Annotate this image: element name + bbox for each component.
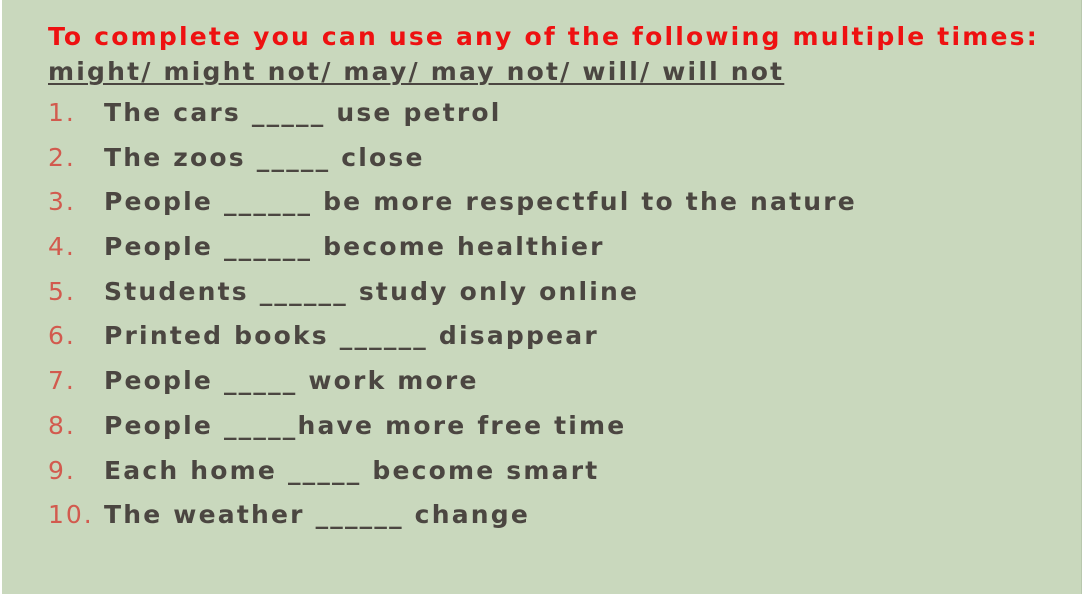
item-sentence: Each home _____ become smart	[104, 455, 600, 485]
instruction-text: To complete you can use any of the follo…	[48, 22, 1039, 51]
item-number: 8.	[48, 410, 76, 440]
item-number: 1.	[48, 98, 76, 127]
item-sentence: The weather ______ change	[104, 500, 531, 530]
item-number: 6.	[48, 321, 76, 351]
item-number: 10.	[48, 500, 94, 530]
list-item: 4. People ______ become healthier	[48, 232, 1039, 277]
options-line: might/ might not/ may/ may not/ will/ wi…	[48, 57, 785, 86]
item-number: 5.	[48, 276, 76, 306]
item-sentence: Printed books ______ disappear	[104, 321, 599, 351]
list-item: 6. Printed books ______ disappear	[48, 321, 1039, 366]
slide-content: To complete you can use any of the follo…	[48, 20, 1039, 545]
item-number: 2.	[48, 142, 76, 172]
item-number: 3.	[48, 187, 76, 217]
item-sentence: Students ______ study only online	[104, 276, 640, 306]
list-item: 10. The weather ______ change	[48, 500, 1039, 545]
list-item: 1. The cars _____ use petrol	[48, 98, 1039, 143]
list-item: 8. People _____have more free time	[48, 411, 1039, 456]
item-sentence: People ______ become healthier	[104, 232, 605, 262]
list-item: 2. The zoos _____ close	[48, 143, 1039, 188]
item-sentence: The zoos _____ close	[104, 142, 425, 172]
list-item: 9. Each home _____ become smart	[48, 456, 1039, 501]
item-sentence: People _____ work more	[104, 366, 479, 396]
item-sentence: People _____have more free time	[104, 410, 627, 440]
exercise-list: 1. The cars _____ use petrol 2. The zoos…	[48, 98, 1039, 545]
list-item: 7. People _____ work more	[48, 366, 1039, 411]
item-sentence: People ______ be more respectful to the …	[104, 187, 857, 217]
list-item: 3. People ______ be more respectful to t…	[48, 187, 1039, 232]
item-number: 7.	[48, 366, 76, 396]
item-number: 4.	[48, 232, 76, 262]
item-number: 9.	[48, 455, 76, 485]
item-sentence: The cars _____ use petrol	[104, 98, 502, 127]
list-item: 5. Students ______ study only online	[48, 277, 1039, 322]
